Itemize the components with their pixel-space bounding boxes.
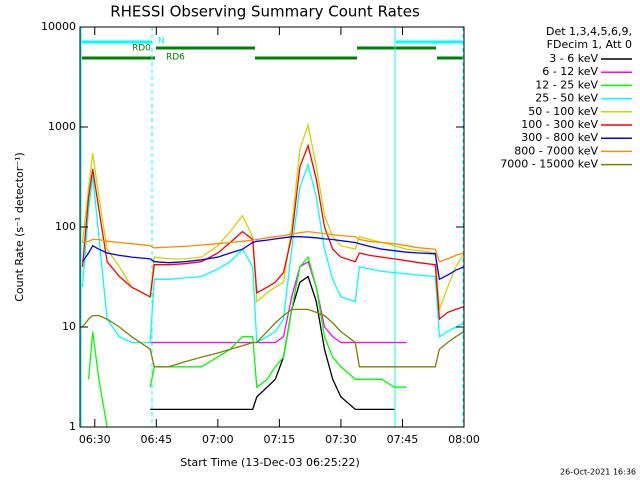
series-line bbox=[81, 143, 464, 321]
y-tick-label: 1 bbox=[69, 420, 76, 433]
footer: 26-Oct-2021 16:36 bbox=[560, 468, 636, 477]
x-tick-label: 06:30 bbox=[79, 433, 111, 446]
series-line bbox=[82, 230, 464, 263]
legend-label: 12 - 25 keV bbox=[535, 78, 598, 91]
y-tick-label: 10 bbox=[62, 320, 76, 333]
legend-label: 6 - 12 keV bbox=[542, 65, 598, 78]
x-tick-label: 08:00 bbox=[448, 433, 480, 446]
series-lines bbox=[81, 122, 464, 427]
x-tick-label: 07:30 bbox=[325, 433, 357, 446]
annotation: RD0 bbox=[132, 44, 151, 54]
annotation: N bbox=[158, 37, 165, 47]
series-line bbox=[81, 308, 464, 368]
legend-label: 800 - 7000 keV bbox=[514, 144, 598, 157]
series-line bbox=[81, 162, 464, 344]
chart-title: RHESSI Observing Summary Count Rates bbox=[110, 3, 420, 21]
legend-title: Det 1,3,4,5,6,9, bbox=[546, 25, 632, 38]
y-tick-label: 100 bbox=[55, 220, 76, 233]
y-axis-label: Count Rate (s⁻¹ detector⁻¹) bbox=[13, 152, 26, 302]
y-tick-label: 10000 bbox=[41, 20, 76, 33]
annotation: RD6 bbox=[166, 53, 185, 63]
legend-label: 100 - 300 keV bbox=[521, 118, 598, 131]
state-bars bbox=[82, 40, 463, 60]
legend-title: FDecim 1, Att 0 bbox=[547, 38, 632, 51]
legend-label: 300 - 800 keV bbox=[521, 131, 598, 144]
series-line bbox=[87, 255, 407, 427]
legend-label: 7000 - 15000 keV bbox=[500, 158, 598, 171]
x-tick-label: 06:45 bbox=[140, 433, 172, 446]
series-line bbox=[150, 260, 407, 344]
x-tick-label: 07:45 bbox=[387, 433, 419, 446]
series-line bbox=[81, 236, 464, 281]
x-tick-label: 07:15 bbox=[264, 433, 296, 446]
x-tick-label: 07:00 bbox=[202, 433, 234, 446]
y-tick-label: 1000 bbox=[48, 120, 76, 133]
x-axis-label: Start Time (13-Dec-03 06:25:22) bbox=[180, 456, 360, 469]
legend-label: 25 - 50 keV bbox=[535, 92, 598, 105]
legend-label: 3 - 6 keV bbox=[549, 52, 598, 65]
legend-label: 50 - 100 keV bbox=[528, 105, 598, 118]
